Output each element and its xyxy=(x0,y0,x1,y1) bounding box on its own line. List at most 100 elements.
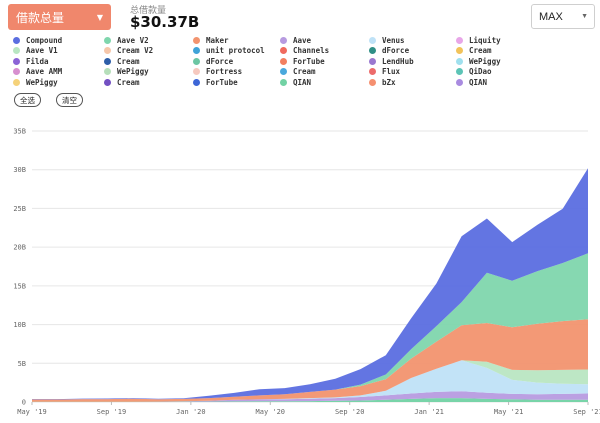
legend-item[interactable]: Cream xyxy=(104,77,193,88)
legend-item[interactable]: QiDao xyxy=(456,67,546,78)
legend-dot-icon xyxy=(369,78,376,86)
legend-dot-icon xyxy=(13,36,20,44)
legend-dot-icon xyxy=(13,47,20,55)
legend-item[interactable]: LendHub xyxy=(369,56,456,67)
legend-label: Cream xyxy=(117,56,140,66)
legend-dot-icon xyxy=(13,68,20,76)
legend-item[interactable]: dForce xyxy=(369,46,456,57)
legend-label: QIAN xyxy=(469,77,488,87)
legend-label: QIAN xyxy=(293,77,312,87)
legend-item[interactable]: Aave V2 xyxy=(104,35,193,46)
legend-dot-icon xyxy=(456,68,463,76)
clear-button[interactable]: 清空 xyxy=(56,93,83,107)
metric-select[interactable]: 借款总量 ▼ xyxy=(8,4,111,30)
legend-label: Aave V2 xyxy=(117,35,149,45)
y-tick-label: 10B xyxy=(13,321,26,329)
x-tick-label: May '20 xyxy=(256,408,286,416)
range-select[interactable]: MAX ▼ xyxy=(531,4,595,29)
legend-dot-icon xyxy=(280,57,287,65)
legend-item[interactable]: Venus xyxy=(369,35,456,46)
legend-dot-icon xyxy=(280,78,287,86)
legend-dot-icon xyxy=(193,47,200,55)
legend-dot-icon xyxy=(104,78,111,86)
legend-label: Filda xyxy=(26,56,49,66)
legend-item[interactable]: Aave xyxy=(280,35,369,46)
series-area-qian xyxy=(32,398,588,402)
legend-label: dForce xyxy=(206,56,234,66)
legend-label: unit protocol xyxy=(206,46,265,56)
legend-label: Flux xyxy=(382,67,401,77)
legend-item[interactable]: Aave AMM xyxy=(13,67,104,78)
y-tick-label: 20B xyxy=(13,244,26,252)
select-all-button[interactable]: 全选 xyxy=(14,93,41,107)
legend-dot-icon xyxy=(456,57,463,65)
legend-label: WePiggy xyxy=(117,67,149,77)
legend-dot-icon xyxy=(456,78,463,86)
legend-label: WePiggy xyxy=(469,56,501,66)
legend-dot-icon xyxy=(193,68,200,76)
legend-item[interactable]: unit protocol xyxy=(193,46,280,57)
legend-dot-icon xyxy=(104,57,111,65)
legend-dot-icon xyxy=(369,57,376,65)
legend-dot-icon xyxy=(456,36,463,44)
total-value: $30.37B xyxy=(130,13,200,31)
legend-item[interactable]: Maker xyxy=(193,35,280,46)
legend-dot-icon xyxy=(13,57,20,65)
legend-label: ForTube xyxy=(206,77,238,87)
legend-item[interactable]: bZx xyxy=(369,77,456,88)
legend-label: Channels xyxy=(293,46,330,56)
legend-item[interactable]: Cream V2 xyxy=(104,46,193,57)
total-label: 总借款量 xyxy=(130,6,167,16)
legend-item[interactable]: Cream xyxy=(280,67,369,78)
legend-item[interactable]: Channels xyxy=(280,46,369,57)
legend-label: Aave xyxy=(293,35,312,45)
legend-label: Venus xyxy=(382,35,405,45)
legend-label: Cream xyxy=(469,46,492,56)
legend-item[interactable]: QIAN xyxy=(456,77,546,88)
x-tick-label: Jan '20 xyxy=(176,408,206,416)
legend-dot-icon xyxy=(280,47,287,55)
metric-select-label: 借款总量 xyxy=(16,10,65,25)
legend-label: Aave AMM xyxy=(26,67,63,77)
legend-item[interactable]: ForTube xyxy=(280,56,369,67)
legend-label: WePiggy xyxy=(26,77,58,87)
legend-item[interactable]: Aave V1 xyxy=(13,46,104,57)
legend-dot-icon xyxy=(280,68,287,76)
legend-item[interactable]: Fortress xyxy=(193,67,280,78)
x-tick-label: Sep '21 xyxy=(573,408,600,416)
legend-item[interactable]: Liquity xyxy=(456,35,546,46)
y-tick-label: 15B xyxy=(13,282,26,290)
x-tick-label: May '19 xyxy=(17,408,47,416)
legend-item[interactable]: Filda xyxy=(13,56,104,67)
legend-item[interactable]: Compound xyxy=(13,35,104,46)
legend-label: bZx xyxy=(382,77,396,87)
legend-item[interactable]: Cream xyxy=(104,56,193,67)
legend-dot-icon xyxy=(104,36,111,44)
y-tick-label: 25B xyxy=(13,205,26,213)
legend-label: Cream xyxy=(293,67,316,77)
legend-item[interactable]: WePiggy xyxy=(104,67,193,78)
legend-label: Liquity xyxy=(469,35,501,45)
chevron-down-icon: ▼ xyxy=(96,12,103,22)
legend-item[interactable]: Flux xyxy=(369,67,456,78)
legend-label: ForTube xyxy=(293,56,325,66)
legend-item[interactable]: ForTube xyxy=(193,77,280,88)
legend-dot-icon xyxy=(369,68,376,76)
legend-dot-icon xyxy=(193,36,200,44)
legend-dot-icon xyxy=(193,57,200,65)
legend-label: dForce xyxy=(382,46,410,56)
series-area-compound xyxy=(32,168,588,400)
legend-item[interactable]: dForce xyxy=(193,56,280,67)
x-tick-label: Sep '20 xyxy=(335,408,365,416)
legend-dot-icon xyxy=(104,68,111,76)
legend-item[interactable]: WePiggy xyxy=(13,77,104,88)
legend-label: Fortress xyxy=(206,67,243,77)
x-tick-label: Sep '19 xyxy=(97,408,127,416)
legend-item[interactable]: WePiggy xyxy=(456,56,546,67)
legend-item[interactable]: Cream xyxy=(456,46,546,57)
legend-dot-icon xyxy=(13,78,20,86)
legend-item[interactable]: QIAN xyxy=(280,77,369,88)
series-areas xyxy=(32,168,588,402)
x-tick-label: Jan '21 xyxy=(414,408,444,416)
